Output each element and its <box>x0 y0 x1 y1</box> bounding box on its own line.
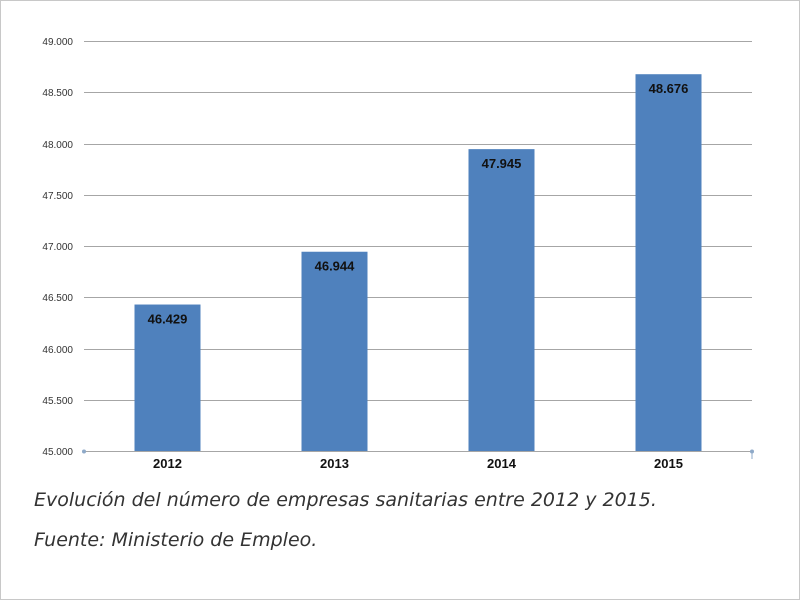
y-tick-label: 48.000 <box>42 140 73 151</box>
y-tick-label: 45.500 <box>42 396 73 407</box>
figure-source: Fuente: Ministerio de Empleo. <box>34 529 318 551</box>
y-tick-label: 47.000 <box>42 242 73 253</box>
bar-2014 <box>468 149 535 451</box>
y-tick-label: 46.500 <box>42 293 73 304</box>
x-axis-category-labels: 2012 2013 2014 2015 <box>153 456 683 471</box>
y-tick-label: 48.500 <box>42 88 73 99</box>
axis-marker-left <box>82 449 86 454</box>
x-tick-label-2015: 2015 <box>654 456 683 471</box>
bar-2013 <box>301 251 368 451</box>
y-tick-label: 45.000 <box>42 447 73 458</box>
data-label-2015: 48.676 <box>649 81 689 96</box>
data-label-2012: 46.429 <box>148 312 188 327</box>
bar-2012 <box>134 304 201 451</box>
data-labels: 46.429 46.944 47.945 48.676 <box>148 81 689 326</box>
bars <box>134 74 702 452</box>
x-tick-label-2013: 2013 <box>320 456 349 471</box>
y-tick-label: 46.000 <box>42 345 73 356</box>
y-tick-label: 47.500 <box>42 191 73 202</box>
y-tick-label: 49.000 <box>42 37 73 48</box>
x-tick-label-2014: 2014 <box>487 456 517 471</box>
x-tick-label-2012: 2012 <box>153 456 182 471</box>
data-label-2013: 46.944 <box>315 259 356 274</box>
data-label-2014: 47.945 <box>482 156 522 171</box>
y-axis-tick-labels: 45.000 45.500 46.000 46.500 47.000 47.500 48.0… <box>42 37 73 458</box>
bar-chart: 45.000 45.500 46.000 46.500 47.000 47.500 48.0… <box>42 37 754 471</box>
bar-2015 <box>635 74 702 452</box>
figure-caption: Evolución del número de empresas sanitar… <box>34 489 657 511</box>
